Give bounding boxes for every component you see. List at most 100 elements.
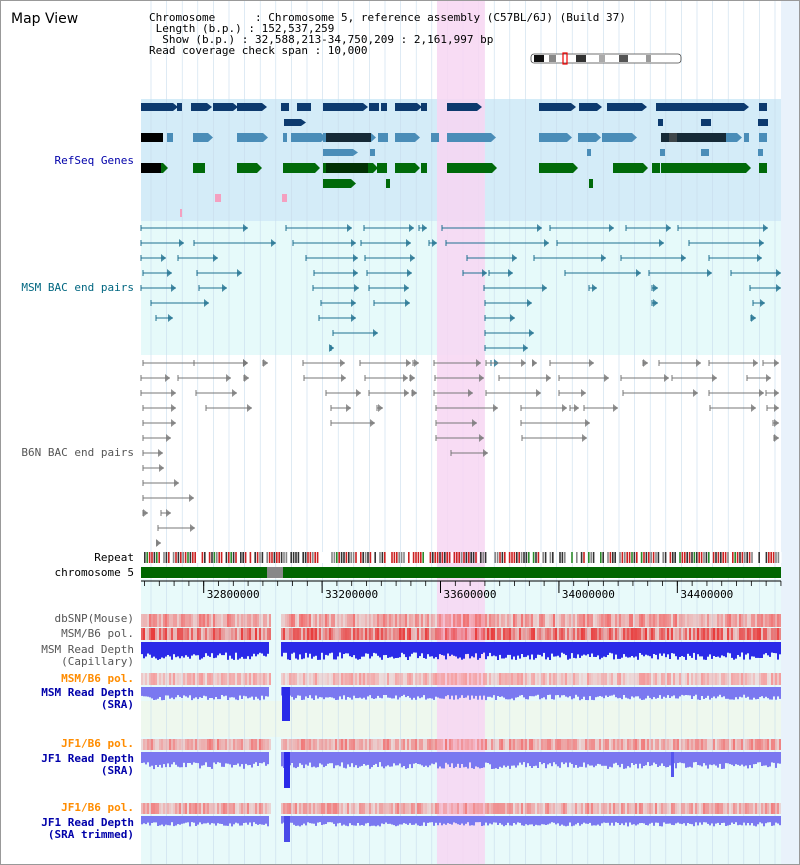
track-label-b6n-bac[interactable]: B6N BAC end pairs <box>21 446 134 459</box>
msm-pol2-cell <box>143 673 145 685</box>
jf1-pol2-cell <box>327 803 329 814</box>
dbsnp-cell <box>749 614 751 627</box>
jf1-trim-depth-bar <box>457 816 459 825</box>
track-label-msm-depth-sra[interactable]: MSM Read Depth <box>41 686 134 699</box>
dbsnp-cell <box>143 614 145 627</box>
jf1-pol2-cell <box>163 803 165 814</box>
msm-cap-depth-bar <box>721 642 723 656</box>
msm-sra-depth-bar <box>639 687 641 699</box>
jf1-trim-depth-bar <box>735 816 737 823</box>
dbsnp-cell <box>209 614 211 627</box>
jf1-pol-cell <box>323 739 325 750</box>
dbsnp-cell <box>379 614 381 627</box>
jf1-pol-cell <box>379 739 381 750</box>
jf1-pol-cell <box>719 739 721 750</box>
msm-bac-pair-end <box>636 269 641 277</box>
msm-pol-cell <box>297 628 299 640</box>
jf1-sra-depth-bar <box>771 752 773 763</box>
jf1-trim-depth-bar <box>653 816 655 826</box>
msm-pol2-cell <box>487 673 489 685</box>
dbsnp-cell <box>283 614 285 627</box>
track-label-msm-bac[interactable]: MSM BAC end pairs <box>21 281 134 294</box>
track-label-msm-pol[interactable]: MSM/B6 pol. <box>61 627 134 640</box>
track-label-msm-pol2[interactable]: MSM/B6 pol. <box>61 672 134 685</box>
jf1-pol2-cell <box>501 803 503 814</box>
msm-sra-depth-bar <box>491 687 493 698</box>
repeat-element <box>592 552 595 563</box>
repeat-element <box>345 552 348 563</box>
msm-pol-cell <box>197 628 199 640</box>
msm-cap-depth-bar <box>445 642 447 660</box>
track-label-jf1-pol[interactable]: JF1/B6 pol. <box>61 737 134 750</box>
msm-cap-depth-bar <box>235 642 237 653</box>
track-label-refseq[interactable]: RefSeq Genes <box>54 154 134 167</box>
dbsnp-cell <box>233 614 235 627</box>
jf1-trim-depth-bar <box>501 816 503 825</box>
track-label-chromosome[interactable]: chromosome 5 <box>54 566 134 579</box>
gene-feature-arrow <box>492 163 497 173</box>
jf1-pol2-cell <box>217 803 219 814</box>
jf1-pol2-cell <box>339 803 341 814</box>
repeat-element <box>357 552 360 563</box>
msm-pol-cell <box>569 628 571 640</box>
jf1-sra-depth-bar <box>537 752 539 768</box>
msm-pol2-cell <box>673 673 675 685</box>
track-label-msm-depth-cap[interactable]: MSM Read Depth <box>41 643 134 656</box>
msm-bac-pair-end <box>681 254 686 262</box>
jf1-pol2-cell <box>505 803 507 814</box>
jf1-pol2-cell <box>479 803 481 814</box>
track-label-jf1-pol2[interactable]: JF1/B6 pol. <box>61 801 134 814</box>
dbsnp-cell <box>677 614 679 627</box>
jf1-pol-cell <box>523 739 525 750</box>
msm-pol2-cell <box>221 673 223 685</box>
msm-pol-cell <box>349 628 351 640</box>
jf1-pol-cell <box>223 739 225 750</box>
jf1-sra-depth-bar <box>355 752 357 766</box>
track-label-jf1-depth-trim[interactable]: JF1 Read Depth <box>41 816 134 829</box>
msm-pol-cell <box>263 628 265 640</box>
jf1-pol2-cell <box>197 803 199 814</box>
b6n-bac-pair-end <box>243 359 248 367</box>
msm-pol-cell <box>309 628 311 640</box>
msm-pol-cell <box>529 628 531 640</box>
msm-sra-depth-bar <box>671 687 673 697</box>
jf1-sra-depth-bar <box>185 752 187 768</box>
repeat-element <box>556 552 559 563</box>
msm-pol2-cell <box>183 673 185 685</box>
jf1-pol2-cell <box>159 803 161 814</box>
jf1-pol-cell <box>497 739 499 750</box>
msm-pol-cell <box>495 628 497 640</box>
msm-sra-depth-bar <box>593 687 595 701</box>
jf1-trim-depth-bar <box>743 816 745 823</box>
dbsnp-cell <box>423 614 425 627</box>
msm-pol-cell <box>601 628 603 640</box>
msm-sra-depth-bar <box>605 687 607 696</box>
msm-sra-depth-bar <box>483 687 485 696</box>
repeat-element <box>523 552 525 563</box>
jf1-pol-cell <box>281 739 283 750</box>
dbsnp-cell <box>355 614 357 627</box>
b6n-bac-pair-end <box>693 389 698 397</box>
msm-cap-depth-bar <box>693 642 695 653</box>
msm-sra-depth-bar <box>215 687 217 697</box>
track-label-dbsnp[interactable]: dbSNP(Mouse) <box>54 612 134 625</box>
msm-pol-cell <box>749 628 751 640</box>
jf1-pol-cell <box>603 739 605 750</box>
msm-cap-depth-bar <box>281 642 283 657</box>
msm-sra-depth-bar <box>573 687 575 699</box>
jf1-pol-cell <box>627 739 629 750</box>
msm-sra-depth-bar <box>663 687 665 697</box>
repeat-element <box>667 552 669 563</box>
track-label-jf1-depth-sra[interactable]: JF1 Read Depth <box>41 752 134 765</box>
msm-sra-depth-bar <box>409 687 411 698</box>
dbsnp-cell <box>343 614 345 627</box>
repeat-element <box>319 552 321 563</box>
msm-pol-cell <box>303 628 305 640</box>
msm-pol-cell <box>381 628 383 640</box>
msm-cap-depth-bar <box>483 642 485 653</box>
track-label-repeat[interactable]: Repeat <box>94 551 134 564</box>
msm-pol-cell <box>335 628 337 640</box>
msm-pol2-cell <box>655 673 657 685</box>
msm-sra-depth-bar <box>695 687 697 695</box>
